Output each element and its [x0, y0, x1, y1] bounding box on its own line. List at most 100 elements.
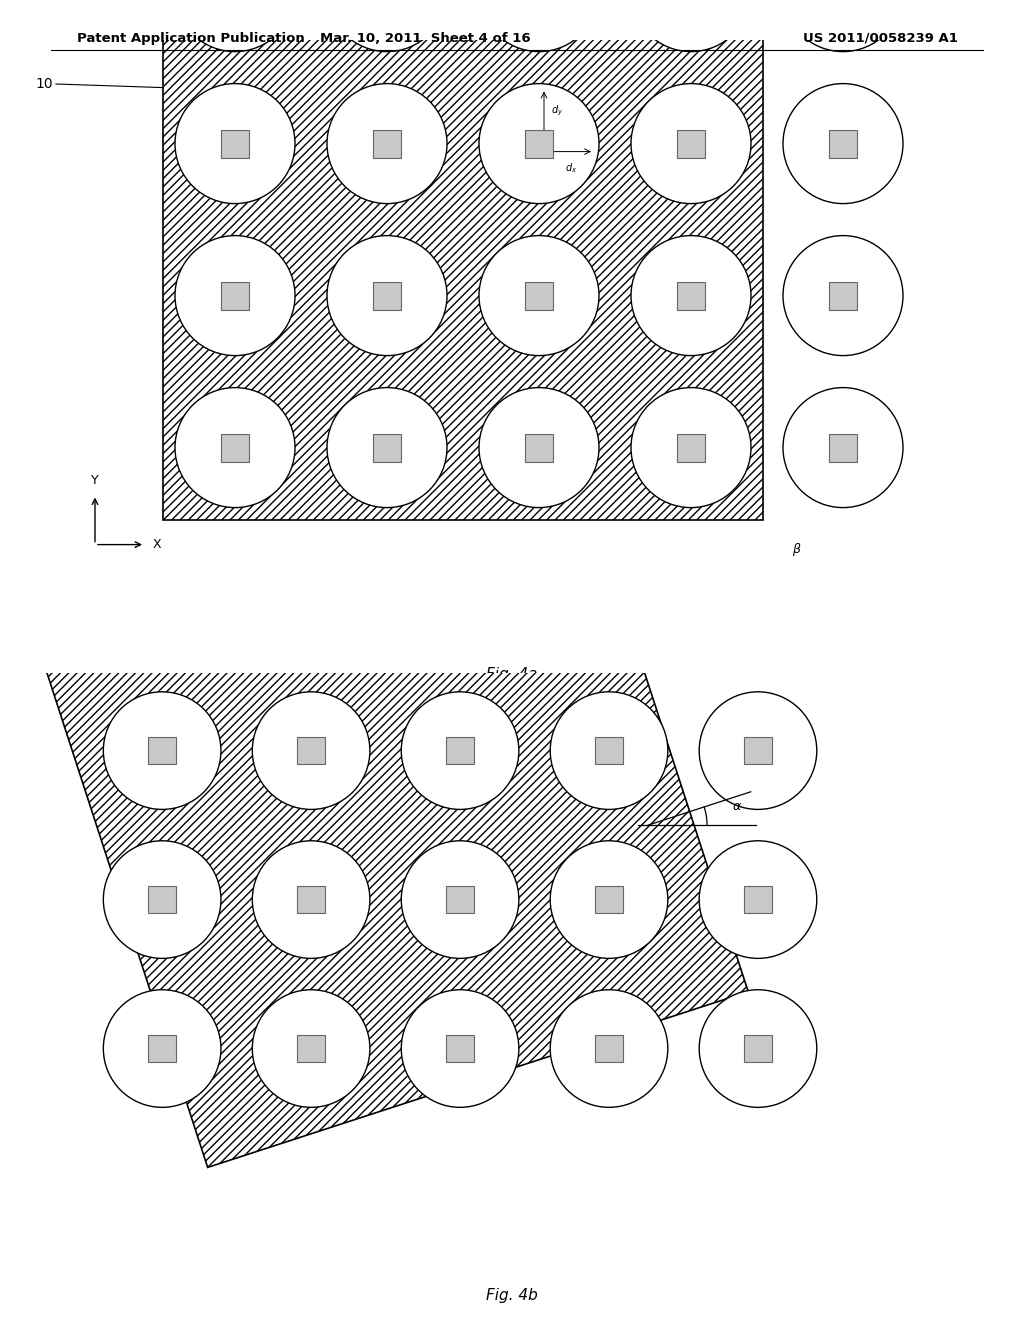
- Text: $d_y$: $d_y$: [551, 104, 563, 119]
- Circle shape: [479, 388, 599, 508]
- Circle shape: [783, 388, 903, 508]
- Bar: [297, 737, 325, 764]
- Bar: [677, 129, 705, 157]
- Circle shape: [550, 543, 668, 660]
- Bar: [297, 1035, 325, 1063]
- Bar: [221, 433, 249, 462]
- Circle shape: [631, 388, 751, 508]
- Circle shape: [783, 235, 903, 355]
- Bar: [446, 440, 474, 466]
- Bar: [297, 587, 325, 615]
- Circle shape: [783, 0, 903, 51]
- Circle shape: [327, 235, 447, 355]
- Bar: [221, 281, 249, 310]
- Circle shape: [252, 841, 370, 958]
- Circle shape: [479, 0, 599, 51]
- Circle shape: [401, 393, 519, 511]
- Bar: [297, 440, 325, 466]
- Circle shape: [550, 841, 668, 958]
- Circle shape: [699, 841, 817, 958]
- Circle shape: [631, 0, 751, 51]
- Bar: [525, 433, 553, 462]
- Bar: [744, 737, 772, 764]
- Bar: [525, 281, 553, 310]
- Bar: [595, 440, 623, 466]
- Circle shape: [327, 388, 447, 508]
- Circle shape: [252, 543, 370, 660]
- Circle shape: [401, 692, 519, 809]
- Circle shape: [401, 841, 519, 958]
- Bar: [829, 129, 857, 157]
- Circle shape: [103, 543, 221, 660]
- Circle shape: [699, 692, 817, 809]
- Bar: [148, 737, 176, 764]
- Text: Patent Application Publication: Patent Application Publication: [77, 32, 304, 45]
- Circle shape: [175, 0, 295, 51]
- Text: Mar. 10, 2011  Sheet 4 of 16: Mar. 10, 2011 Sheet 4 of 16: [319, 32, 530, 45]
- Bar: [677, 433, 705, 462]
- Bar: [677, 281, 705, 310]
- Bar: [446, 1035, 474, 1063]
- Text: $\alpha$: $\alpha$: [731, 800, 741, 813]
- Bar: [595, 1035, 623, 1063]
- Bar: [221, 0, 249, 5]
- Circle shape: [401, 543, 519, 660]
- Text: X: X: [153, 539, 162, 552]
- Circle shape: [327, 83, 447, 203]
- Circle shape: [103, 990, 221, 1107]
- Bar: [297, 886, 325, 913]
- Circle shape: [550, 393, 668, 511]
- Bar: [595, 587, 623, 615]
- Bar: [744, 1035, 772, 1063]
- Circle shape: [699, 543, 817, 660]
- Bar: [744, 440, 772, 466]
- Bar: [595, 737, 623, 764]
- Bar: [373, 433, 401, 462]
- Text: US 2011/0058239 A1: US 2011/0058239 A1: [803, 32, 957, 45]
- Circle shape: [175, 83, 295, 203]
- Bar: [744, 587, 772, 615]
- Bar: [595, 886, 623, 913]
- Circle shape: [550, 990, 668, 1107]
- Bar: [446, 737, 474, 764]
- Bar: [677, 0, 705, 5]
- Circle shape: [401, 990, 519, 1107]
- Circle shape: [783, 83, 903, 203]
- Circle shape: [103, 692, 221, 809]
- Text: Fig. 4a: Fig. 4a: [486, 667, 538, 682]
- Circle shape: [699, 393, 817, 511]
- Circle shape: [252, 393, 370, 511]
- Bar: [744, 886, 772, 913]
- Text: $d_x$: $d_x$: [565, 161, 578, 176]
- Bar: [525, 0, 553, 5]
- Text: Fig. 4b: Fig. 4b: [486, 1288, 538, 1303]
- Bar: [373, 129, 401, 157]
- Circle shape: [550, 692, 668, 809]
- Text: 10: 10: [36, 77, 163, 91]
- Bar: [148, 587, 176, 615]
- Circle shape: [631, 83, 751, 203]
- Text: $\beta$: $\beta$: [792, 541, 802, 558]
- Circle shape: [327, 0, 447, 51]
- Bar: [829, 0, 857, 5]
- Circle shape: [175, 388, 295, 508]
- Text: Y: Y: [91, 474, 98, 487]
- Polygon shape: [23, 424, 749, 1167]
- Circle shape: [175, 235, 295, 355]
- Circle shape: [479, 235, 599, 355]
- Circle shape: [103, 393, 221, 511]
- Bar: [373, 281, 401, 310]
- Bar: [163, 0, 763, 520]
- Circle shape: [479, 83, 599, 203]
- Bar: [148, 1035, 176, 1063]
- Bar: [525, 129, 553, 157]
- Bar: [446, 587, 474, 615]
- Bar: [221, 129, 249, 157]
- Bar: [148, 886, 176, 913]
- Bar: [829, 433, 857, 462]
- Circle shape: [699, 990, 817, 1107]
- Bar: [446, 886, 474, 913]
- Bar: [829, 281, 857, 310]
- Circle shape: [631, 235, 751, 355]
- Circle shape: [252, 692, 370, 809]
